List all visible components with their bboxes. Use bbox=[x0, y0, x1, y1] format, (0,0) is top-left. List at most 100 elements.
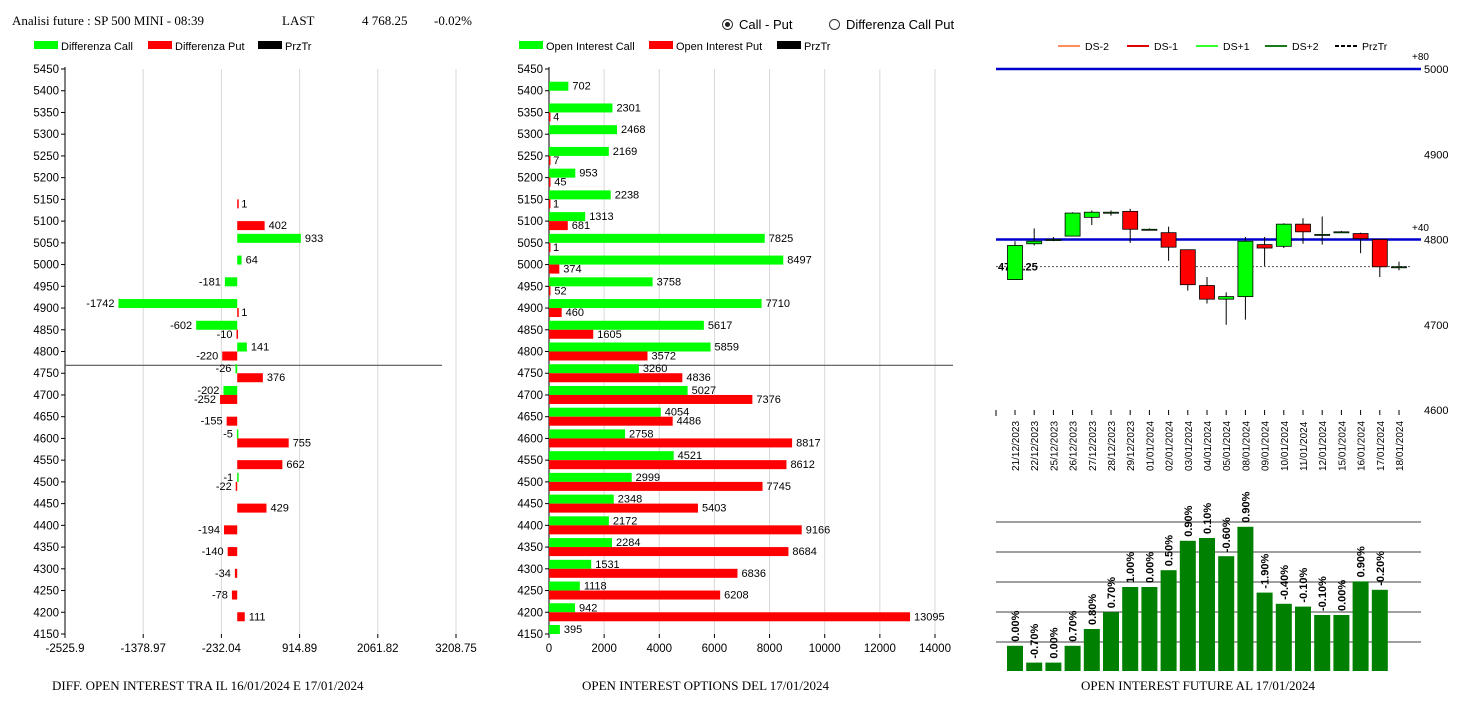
chart1-bar-label: -181 bbox=[199, 276, 221, 288]
chart1-bar-label: -220 bbox=[196, 351, 218, 363]
chart3-candle-body bbox=[1199, 285, 1215, 300]
chart2-bar-label: 7745 bbox=[767, 481, 791, 493]
chart1-y-tick-label: 5300 bbox=[33, 129, 59, 141]
chart2-bar-label: 7376 bbox=[756, 394, 780, 406]
chart3-oi-bar bbox=[1275, 603, 1292, 671]
chart2-bar-label: 1313 bbox=[589, 211, 613, 223]
chart2-bar-label: 681 bbox=[572, 220, 590, 232]
chart2-bar-label: 942 bbox=[579, 602, 597, 614]
chart3-offset-label: +40 bbox=[1412, 223, 1429, 234]
chart1-bar-put bbox=[237, 221, 265, 231]
chart2-y-tick-label: 4550 bbox=[517, 455, 543, 467]
chart3-oi-bar bbox=[1333, 615, 1350, 671]
last-label: LAST bbox=[282, 13, 315, 28]
chart2-bar-put bbox=[549, 416, 673, 426]
chart3-x-tick-label: 21/12/2023 bbox=[1011, 421, 1022, 471]
chart1-legend-label: Differenza Call bbox=[61, 41, 133, 53]
chart1-bar-call bbox=[235, 364, 238, 374]
chart1-y-tick-label: 5450 bbox=[33, 64, 59, 76]
chart1-bar-label: -78 bbox=[212, 590, 228, 602]
chart3-oi-bar-label: -0.70% bbox=[1029, 624, 1041, 659]
chart1-bar-call bbox=[236, 429, 239, 439]
chart1-bar-label: 376 bbox=[267, 372, 285, 384]
chart2-legend-swatch bbox=[649, 41, 673, 49]
chart3-candle-body bbox=[1314, 233, 1331, 236]
chart1-y-tick-label: 5100 bbox=[33, 216, 59, 228]
radio-differenza-call-put[interactable]: Differenza Call Put bbox=[829, 17, 954, 32]
chart2-legend-label: Open Interest Put bbox=[676, 41, 762, 53]
chart1-x-tick-label: 2061.82 bbox=[357, 643, 399, 655]
chart3-legend-label: DS-1 bbox=[1154, 41, 1178, 53]
chart3-x-tick-label: 29/12/2023 bbox=[1126, 421, 1137, 471]
chart1-y-tick-label: 4600 bbox=[33, 433, 59, 445]
chart3-candle-body bbox=[1026, 240, 1043, 245]
chart2-bar-label: 374 bbox=[563, 264, 581, 276]
chart3-x-tick-label: 26/12/2023 bbox=[1069, 421, 1080, 471]
chart2-y-tick-label: 4450 bbox=[517, 499, 543, 511]
instrument-title: Analisi future : SP 500 MINI - 08:39 bbox=[12, 13, 204, 28]
chart3-oi-bar bbox=[1218, 556, 1235, 671]
chart2-bar-label: 7710 bbox=[766, 298, 790, 310]
chart1-bar-call bbox=[223, 385, 238, 395]
chart2-bar-put bbox=[549, 590, 721, 600]
chart1-x-tick-label: -1378.97 bbox=[120, 643, 165, 655]
chart3-candle-body bbox=[1141, 228, 1158, 231]
chart3-oi-bar bbox=[1295, 606, 1311, 671]
chart2-y-tick-label: 4900 bbox=[517, 303, 543, 315]
chart2-y-tick-label: 5450 bbox=[517, 64, 543, 76]
chart1-bar-put bbox=[237, 612, 245, 622]
chart1-bar-label: -194 bbox=[198, 524, 220, 536]
chart2-bar-call bbox=[549, 255, 784, 265]
chart1-bar-call bbox=[237, 255, 242, 265]
chart1-bar-call bbox=[237, 233, 301, 243]
radio-call-put[interactable]: Call - Put bbox=[722, 17, 792, 32]
chart1-bar-label: 1 bbox=[241, 307, 247, 319]
chart3-oi-bar bbox=[1237, 526, 1254, 671]
chart1-bar-put bbox=[237, 199, 239, 209]
chart1-bar-put bbox=[231, 590, 238, 600]
chart1-bar-label: -252 bbox=[194, 394, 216, 406]
chart3-oi-bar-label: 0.90% bbox=[1356, 546, 1368, 577]
chart2-bar-call bbox=[549, 233, 765, 243]
chart3-oi-bar-label: 0.00% bbox=[1048, 627, 1060, 658]
chart2-bar-label: 2999 bbox=[636, 472, 660, 484]
chart3-x-tick-label: 11/01/2024 bbox=[1299, 421, 1310, 471]
chart2-bar-call bbox=[549, 407, 661, 417]
chart3-oi-bar-label: -1.90% bbox=[1260, 554, 1272, 589]
chart2-bar-label: 5859 bbox=[715, 342, 739, 354]
radio-dot-icon bbox=[722, 19, 733, 30]
chart2-bar-put bbox=[549, 503, 698, 513]
chart3-oi-bar-label: 0.70% bbox=[1106, 577, 1118, 608]
chart1-y-tick-label: 5250 bbox=[33, 151, 59, 163]
chart1-y-tick-label: 4350 bbox=[33, 542, 59, 554]
chart3-oi-bar-label: -0.10% bbox=[1298, 568, 1310, 603]
chart2-bar-label: 2284 bbox=[616, 537, 640, 549]
chart1-bar-label: -5 bbox=[223, 428, 233, 440]
chart1-bar-label: 111 bbox=[249, 611, 266, 623]
chart2-bar-label: 4486 bbox=[677, 416, 701, 428]
chart2-bar-call bbox=[549, 299, 762, 309]
chart1-bar-label: -10 bbox=[217, 329, 233, 341]
chart2-bar-put bbox=[549, 286, 551, 296]
chart3-offset-label: +80 bbox=[1412, 52, 1429, 63]
chart1-bar-put bbox=[227, 547, 238, 557]
chart1-y-tick-label: 4250 bbox=[33, 586, 59, 598]
chart2-bar-put bbox=[549, 199, 551, 209]
chart3-x-tick-label: 27/12/2023 bbox=[1088, 421, 1099, 471]
chart1-bar-label: 933 bbox=[305, 233, 323, 245]
chart2-bar-call bbox=[549, 168, 576, 178]
chart3-oi-bar-label: 0.90% bbox=[1240, 491, 1252, 522]
chart2-bar-label: 4054 bbox=[665, 407, 689, 419]
chart2-bar-label: 2468 bbox=[621, 124, 645, 136]
chart3-candle-body bbox=[1007, 245, 1023, 280]
chart3-x-tick-label: 03/01/2024 bbox=[1184, 421, 1195, 471]
chart2-bar-put bbox=[549, 351, 648, 361]
chart3-oi-bar bbox=[1256, 592, 1273, 671]
chart3-candle-body bbox=[1103, 211, 1119, 214]
chart2-y-tick-label: 4200 bbox=[517, 607, 543, 619]
chart1-bar-label: 402 bbox=[269, 220, 287, 232]
chart2-bar-put bbox=[549, 308, 562, 318]
chart2-bar-label: 1 bbox=[553, 242, 559, 254]
chart2-x-tick-label: 0 bbox=[546, 643, 552, 655]
chart2-bar-label: 52 bbox=[554, 285, 566, 297]
